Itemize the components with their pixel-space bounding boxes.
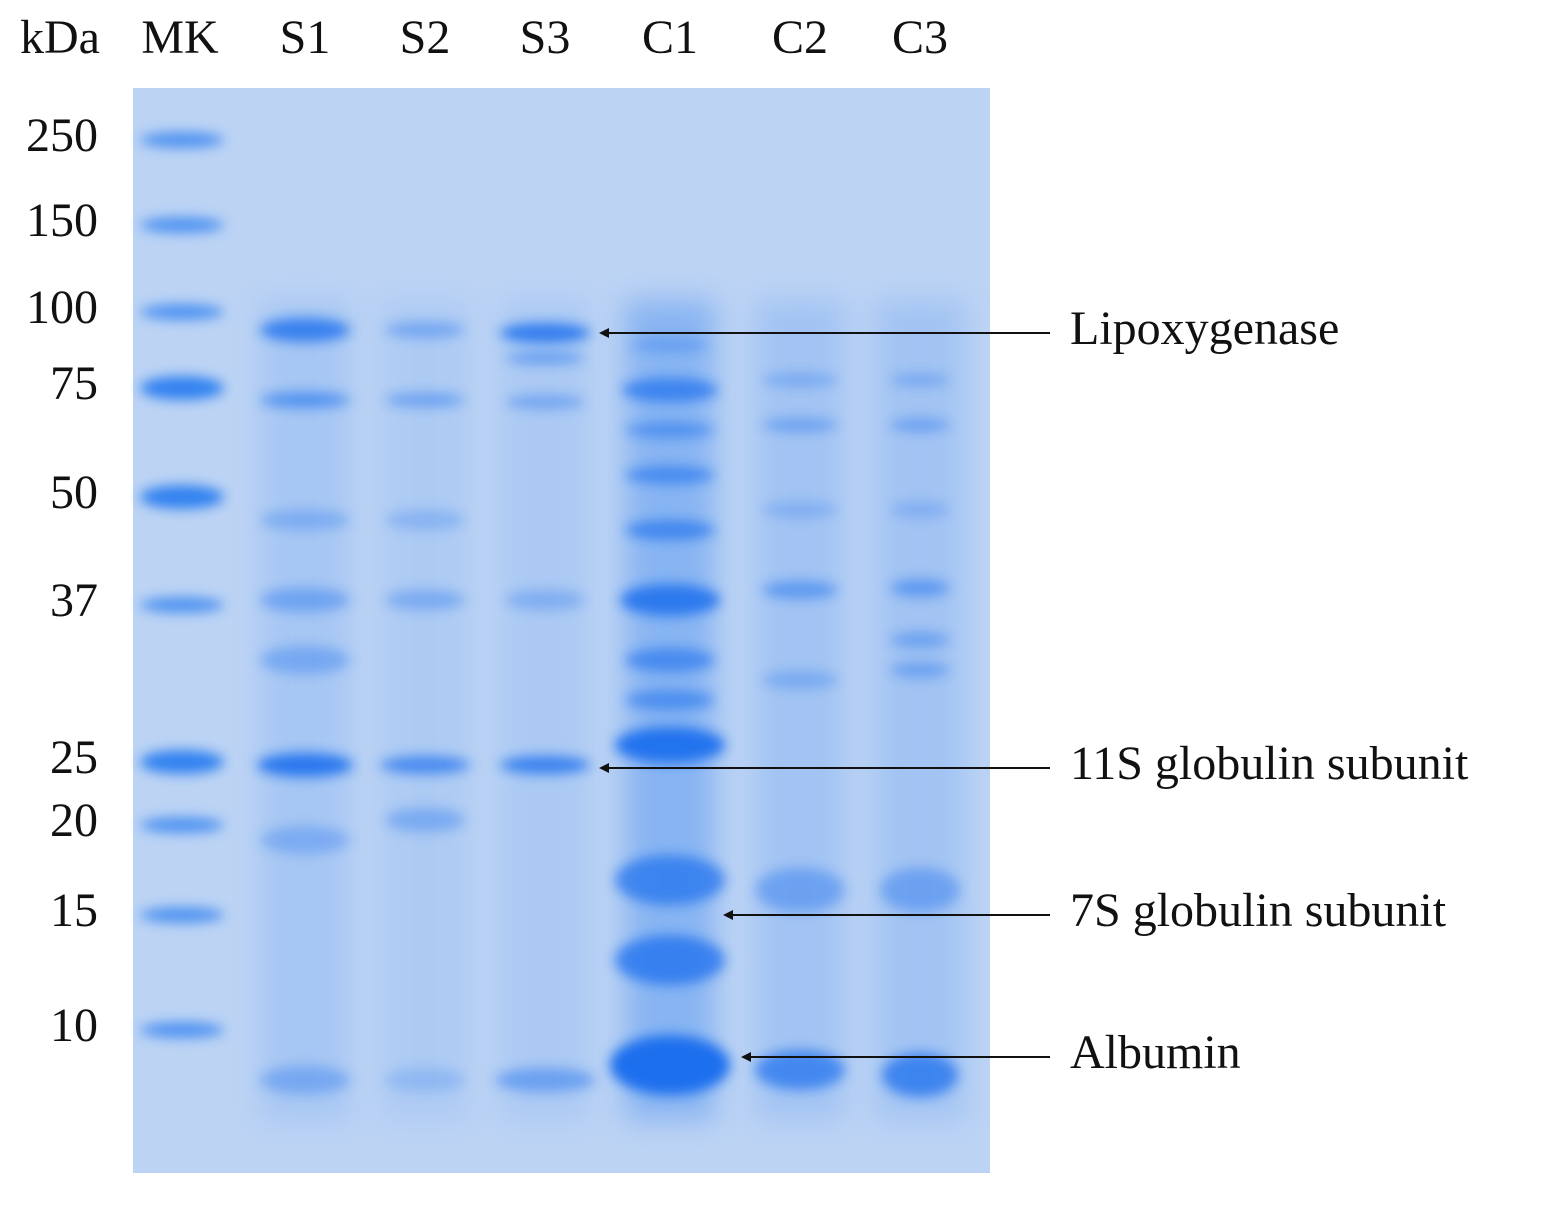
lane-label: S3 xyxy=(520,11,571,64)
sample-band xyxy=(882,1053,958,1097)
sample-band xyxy=(380,756,470,774)
bands xyxy=(140,132,965,1120)
sample-band xyxy=(385,1068,465,1092)
sample-band xyxy=(880,868,960,912)
sample-band xyxy=(505,395,585,409)
sample-band xyxy=(890,662,950,678)
sample-band xyxy=(615,855,725,905)
marker-band xyxy=(140,376,224,400)
marker-label: 75 xyxy=(50,357,98,410)
sample-band xyxy=(385,590,465,610)
sample-band xyxy=(500,323,590,343)
marker-label: 10 xyxy=(50,999,98,1052)
sample-band xyxy=(385,322,465,338)
sample-band xyxy=(260,510,350,530)
sample-band xyxy=(625,422,715,438)
sample-band xyxy=(505,352,585,364)
sample-band xyxy=(257,753,353,777)
sample-band xyxy=(385,808,465,832)
sample-band xyxy=(260,318,350,342)
sample-band xyxy=(762,418,838,432)
sample-band xyxy=(495,1068,595,1092)
sample-band xyxy=(500,756,590,774)
lane-label: C3 xyxy=(892,11,948,64)
lane-label: C2 xyxy=(772,11,828,64)
sample-band xyxy=(622,378,718,402)
sample-band xyxy=(755,868,845,912)
annotation-label: Albumin xyxy=(1070,1026,1241,1079)
marker-label: 37 xyxy=(50,574,98,627)
sample-band xyxy=(260,1066,350,1094)
sample-band xyxy=(762,374,838,386)
sample-band xyxy=(890,579,950,597)
sample-band xyxy=(615,727,725,763)
lane-label: MK xyxy=(141,11,219,64)
sample-band xyxy=(625,520,715,540)
sample-band xyxy=(890,632,950,648)
sample-band xyxy=(625,690,715,710)
marker-band xyxy=(140,304,224,320)
sample-band xyxy=(610,1035,730,1095)
marker-label: 150 xyxy=(26,194,98,247)
lane-smear xyxy=(500,300,590,1120)
sample-band xyxy=(890,418,950,432)
marker-label: 50 xyxy=(50,466,98,519)
marker-label: 20 xyxy=(50,794,98,847)
lane-label: S1 xyxy=(280,11,331,64)
annotation-label: 11S globulin subunit xyxy=(1070,737,1469,790)
lane-label: S2 xyxy=(400,11,451,64)
marker-label: 15 xyxy=(50,884,98,937)
lane-smear xyxy=(260,300,350,1120)
sample-band xyxy=(890,374,950,386)
marker-band xyxy=(140,1022,224,1038)
unit-label: kDa xyxy=(20,11,100,64)
marker-band xyxy=(140,132,224,148)
marker-band xyxy=(140,817,224,833)
lane-smear xyxy=(380,300,470,1120)
sample-band xyxy=(615,935,725,985)
lane-smear xyxy=(755,300,845,1120)
sample-band xyxy=(762,671,838,689)
sample-band xyxy=(625,466,715,484)
marker-label: 25 xyxy=(50,731,98,784)
sample-band xyxy=(762,581,838,599)
marker-band xyxy=(140,485,224,509)
marker-band xyxy=(140,750,224,774)
marker-band xyxy=(140,907,224,923)
lane-smear xyxy=(875,300,965,1120)
annotation-label: 7S globulin subunit xyxy=(1070,884,1447,937)
marker-label: 100 xyxy=(26,281,98,334)
sample-band xyxy=(890,502,950,518)
sample-band xyxy=(625,648,715,672)
sample-band xyxy=(755,1050,845,1090)
annotation-label: Lipoxygenase xyxy=(1070,302,1339,355)
marker-band xyxy=(140,217,224,233)
sample-band xyxy=(260,392,350,408)
sample-band xyxy=(385,393,465,407)
sample-band xyxy=(630,339,710,351)
lane-label: C1 xyxy=(642,11,698,64)
sample-band xyxy=(505,590,585,610)
sample-band xyxy=(620,584,720,616)
labels: kDa MK S1 S2 S3 C1 C2 C3 250 150 100 75 50 37 25 20 15 10… xyxy=(20,11,1469,1079)
marker-band xyxy=(140,597,224,613)
sample-band xyxy=(260,588,350,612)
sample-band xyxy=(260,826,350,854)
sample-band xyxy=(260,646,350,674)
sample-band xyxy=(762,502,838,518)
marker-label: 250 xyxy=(26,109,98,162)
sample-band xyxy=(385,510,465,530)
